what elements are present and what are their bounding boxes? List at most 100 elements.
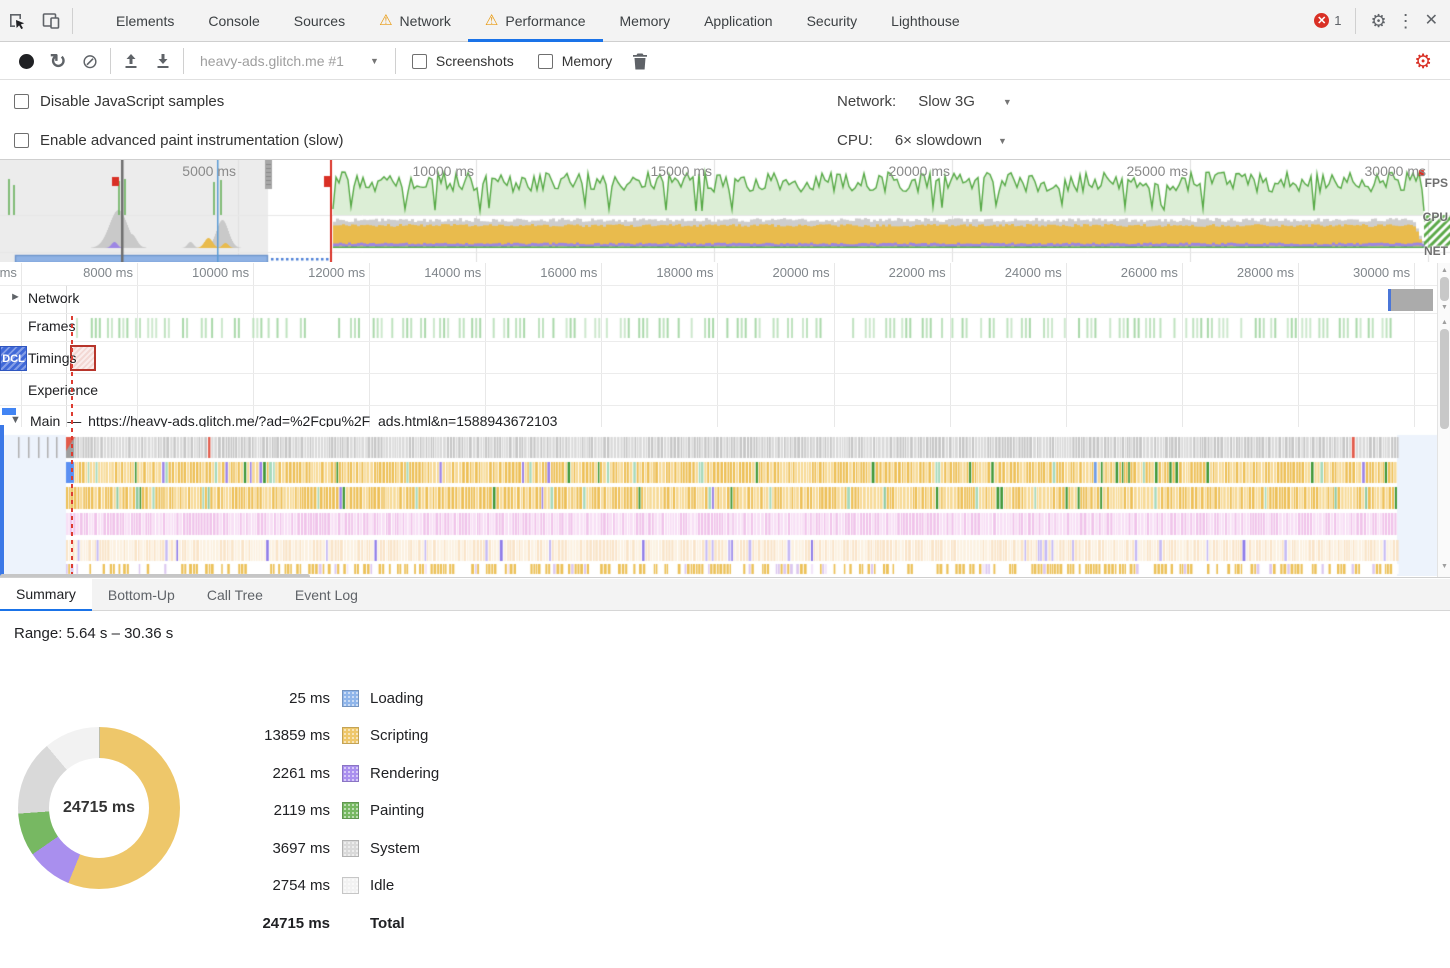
net-strip-label: NET	[1424, 244, 1448, 258]
cpu-throttle-select[interactable]: 6× slowdown	[894, 132, 982, 149]
screenshots-checkbox[interactable]	[411, 53, 427, 69]
network-track-label[interactable]: Network	[28, 290, 80, 306]
trash-icon[interactable]	[624, 47, 656, 75]
main-track-collapse-icon[interactable]: ▼	[10, 414, 21, 426]
frames-track-canvas[interactable]	[0, 317, 1437, 339]
divider	[1355, 7, 1357, 34]
dcl-marker[interactable]: DCL	[0, 346, 27, 371]
device-toolbar-icon[interactable]	[34, 6, 68, 36]
overview-tick-label: 20000 ms	[888, 163, 950, 179]
network-throttle-label: Network:	[837, 93, 897, 110]
divider	[394, 48, 396, 74]
ruler-tick-label: 6000 ms	[0, 265, 17, 280]
tab-lighthouse[interactable]: Lighthouse	[891, 12, 960, 29]
main-track-title[interactable]: Main — https://heavy-ads.glitch.me/?ad=%…	[30, 413, 558, 429]
tab-network[interactable]: ⚠ Network	[379, 12, 451, 29]
performance-toolbar: ↻ ⊘ heavy-ads.glitch.me #1 ▼ Screenshots…	[0, 43, 1450, 80]
legend-row-loading: 25 ms Loading	[289, 689, 424, 707]
reload-and-record-button[interactable]: ↻	[49, 50, 67, 73]
tab-memory[interactable]: Memory	[619, 12, 671, 29]
divider	[110, 48, 111, 74]
horizontal-scrollbar-thumb[interactable]	[0, 574, 310, 577]
main-track-url: https://heavy-ads.glitch.me/?ad=%2Fcpu%2…	[88, 413, 558, 429]
inspect-element-icon[interactable]	[0, 6, 34, 36]
legend-row-idle: 2754 ms Idle	[272, 877, 395, 894]
settings-gear-icon[interactable]: ⚙	[1370, 10, 1387, 31]
ruler-tick-label: 24000 ms	[1004, 265, 1062, 280]
scroll-up-icon[interactable]: ▲	[1441, 319, 1448, 326]
legend-row-total: 24715 ms Total	[262, 914, 405, 932]
overview-tick-label: 10000 ms	[412, 163, 474, 179]
scroll-down-icon[interactable]: ▼	[1441, 304, 1448, 311]
legend-row-rendering: 2261 ms Rendering	[272, 764, 440, 782]
tab-elements[interactable]: Elements	[116, 12, 175, 29]
chevron-down-icon: ▼	[997, 135, 1007, 146]
long-task-red-dashed-line	[71, 316, 73, 576]
overview-tick-label: 15000 ms	[650, 163, 712, 179]
experience-track-label[interactable]: Experience	[28, 382, 99, 398]
error-count[interactable]: 1	[1334, 13, 1342, 28]
main-flamechart-canvas[interactable]	[0, 427, 1437, 576]
flamechart-left-edge-bar	[0, 425, 4, 576]
lcp-marker[interactable]	[70, 345, 96, 371]
scroll-down-icon[interactable]: ▼	[1441, 563, 1448, 570]
profile-select[interactable]: heavy-ads.glitch.me #1 ▼	[200, 53, 379, 69]
tab-summary[interactable]: Summary	[0, 579, 92, 611]
advanced-paint-checkbox[interactable]	[14, 133, 29, 148]
ruler-tick-label: 16000 ms	[540, 265, 598, 280]
timings-track-label[interactable]: Timings	[28, 350, 77, 366]
divider	[183, 48, 184, 74]
disable-js-samples-checkbox[interactable]	[14, 94, 29, 109]
legend-row-painting: 2119 ms Painting	[273, 802, 425, 819]
ruler-tick-label: 26000 ms	[1120, 265, 1178, 280]
details-tabbar: Summary Bottom-Up Call Tree Event Log	[0, 579, 1450, 611]
cpu-strip-label: CPU	[1422, 210, 1448, 224]
capture-settings-panel: Disable JavaScript samples Enable advanc…	[0, 81, 1450, 160]
timeline-tracks-panel[interactable]: 6000 ms 8000 ms 10000 ms 12000 ms 14000 ms 16…	[0, 263, 1450, 578]
ruler-tick-label: 14000 ms	[424, 265, 482, 280]
load-profile-icon[interactable]	[115, 47, 147, 75]
memory-checkbox-row[interactable]: Memory	[526, 53, 625, 69]
network-throttle-select[interactable]: Slow 3G	[918, 93, 975, 110]
ruler-tick-label: 28000 ms	[1236, 265, 1294, 280]
tab-bottom-up[interactable]: Bottom-Up	[107, 587, 175, 603]
scrollbar-thumb[interactable]	[1440, 277, 1449, 301]
memory-checkbox[interactable]	[537, 53, 553, 69]
main-track-selection-chip	[2, 408, 16, 415]
legend-swatch-loading	[342, 689, 359, 707]
scroll-up-icon[interactable]: ▲	[1441, 267, 1448, 274]
error-badge-icon[interactable]: ✕	[1314, 13, 1330, 28]
overview-canvas[interactable]	[0, 160, 1450, 262]
scrollbar-thumb[interactable]	[1440, 329, 1449, 429]
network-track-collapse-icon[interactable]: ►	[10, 291, 21, 303]
cpu-throttle-label: CPU:	[837, 132, 873, 149]
warning-icon: ⚠	[484, 12, 499, 29]
frames-track-label[interactable]: Frames	[28, 318, 76, 334]
ruler-tick-label: 10000 ms	[192, 265, 250, 280]
legend-swatch-idle	[342, 877, 359, 894]
ruler-tick-label: 12000 ms	[308, 265, 366, 280]
chevron-down-icon: ▼	[1002, 96, 1012, 107]
devtools-tabbar: Elements Console Sources ⚠ Network ⚠ Performan…	[0, 0, 1450, 42]
clear-recording-button[interactable]: ⊘	[81, 50, 99, 73]
screenshots-checkbox-row[interactable]: Screenshots	[400, 53, 526, 69]
tab-console[interactable]: Console	[208, 12, 260, 29]
timeline-overview[interactable]: 5000 ms 10000 ms 15000 ms 20000 ms 25000 ms 3…	[0, 160, 1450, 262]
tab-sources[interactable]: Sources	[293, 12, 346, 29]
warning-icon: ⚠	[379, 12, 393, 29]
vertical-scrollbar[interactable]: ▲ ▼ ▲ ▼	[1437, 263, 1450, 577]
tab-performance[interactable]: ⚠ Performance	[467, 0, 603, 42]
summary-range-text: Range: 5.64 s – 30.36 s	[14, 625, 174, 642]
overview-tick-label: 30000 ms	[1364, 163, 1426, 179]
tab-application[interactable]: Application	[704, 12, 773, 29]
network-request-bar[interactable]	[1388, 289, 1433, 311]
save-profile-icon[interactable]	[147, 47, 179, 75]
ruler-tick-label: 22000 ms	[888, 265, 946, 280]
kebab-menu-icon[interactable]: ⋮	[1396, 10, 1415, 31]
tab-event-log[interactable]: Event Log	[294, 587, 358, 603]
capture-settings-gear-icon[interactable]: ⚙	[1414, 50, 1432, 73]
close-icon[interactable]: ✕	[1424, 11, 1438, 29]
record-button[interactable]	[10, 47, 42, 75]
tab-call-tree[interactable]: Call Tree	[206, 587, 263, 603]
tab-security[interactable]: Security	[806, 12, 858, 29]
